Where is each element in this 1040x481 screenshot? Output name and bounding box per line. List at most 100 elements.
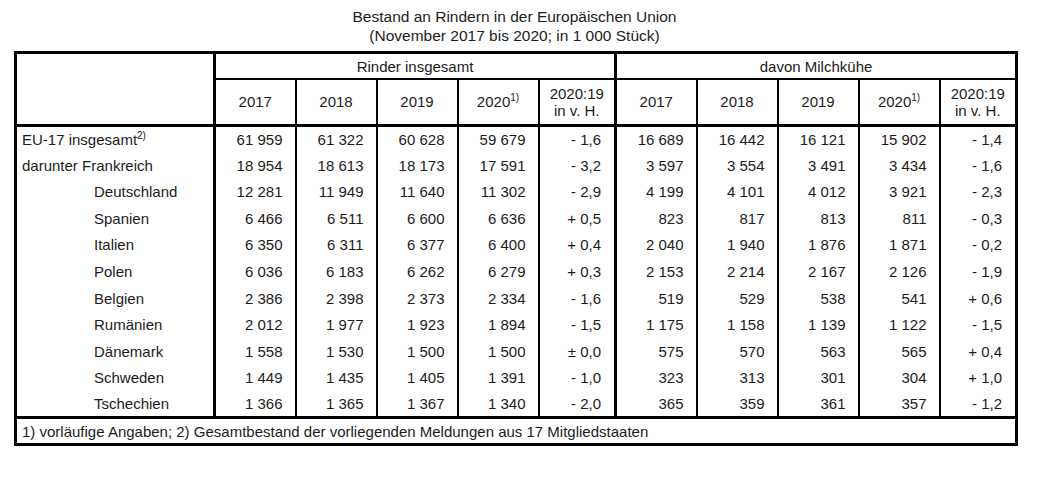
year-header-rinder-2017: 2017	[215, 79, 296, 125]
milch-ratio-cell: + 0,4	[940, 338, 1017, 365]
milch-2017-cell: 1 175	[616, 311, 697, 338]
rinder-2017-cell: 2 386	[215, 285, 296, 312]
rinder-2017-cell: 6 350	[215, 232, 296, 259]
milch-2019-cell: 1 139	[778, 311, 859, 338]
milch-2020-cell: 3 921	[859, 179, 940, 206]
milch-2017-cell: 323	[616, 365, 697, 392]
year-header-rinder-2020: 20201)	[458, 79, 539, 125]
milch-2019-cell: 2 167	[778, 258, 859, 285]
row-label-cell: Schweden	[16, 365, 215, 392]
milch-ratio-cell: - 2,3	[940, 179, 1017, 206]
row-label: Belgien	[94, 290, 144, 307]
milch-2018-cell: 529	[697, 285, 778, 312]
rinder-ratio-cell: - 3,2	[539, 152, 616, 179]
rinder-2020-cell: 6 636	[458, 205, 539, 232]
milch-2018-cell: 4 101	[697, 179, 778, 206]
milch-ratio-cell: + 1,0	[940, 365, 1017, 392]
milch-2019-cell: 16 121	[778, 125, 859, 152]
milch-2018-cell: 570	[697, 338, 778, 365]
milch-ratio-cell: - 1,6	[940, 152, 1017, 179]
milch-ratio-cell: - 1,5	[940, 311, 1017, 338]
row-label: Tschechien	[94, 395, 169, 412]
rinder-ratio-cell: - 2,0	[539, 391, 616, 418]
milch-2017-cell: 16 689	[616, 125, 697, 152]
rinder-2020-cell: 1 500	[458, 338, 539, 365]
milch-2020-cell: 15 902	[859, 125, 940, 152]
milch-2017-cell: 2 153	[616, 258, 697, 285]
rinder-2020-cell: 6 400	[458, 232, 539, 259]
page-subtitle: (November 2017 bis 2020; in 1 000 Stück)	[14, 27, 1015, 46]
group-header-milch: davon Milchkühe	[616, 52, 1017, 79]
milch-ratio-cell: + 0,6	[940, 285, 1017, 312]
milch-2020-cell: 3 434	[859, 152, 940, 179]
milch-2019-cell: 361	[778, 391, 859, 418]
cattle-stock-table: Rinder insgesamt davon Milchkühe 2017 20…	[14, 51, 1018, 447]
row-label: Dänemark	[94, 343, 163, 360]
row-label: Italien	[94, 236, 134, 253]
rinder-2019-cell: 60 628	[377, 125, 458, 152]
row-label: Rumänien	[94, 316, 162, 333]
milch-2018-cell: 313	[697, 365, 778, 392]
rinder-ratio-cell: + 0,4	[539, 232, 616, 259]
rinder-2017-cell: 2 012	[215, 311, 296, 338]
rinder-ratio-cell: + 0,5	[539, 205, 616, 232]
milch-2020-cell: 1 122	[859, 311, 940, 338]
rinder-ratio-cell: - 1,6	[539, 125, 616, 152]
table-row: Rumänien 2 012 1 977 1 923 1 894 - 1,5 1…	[16, 311, 1017, 338]
milch-2020-cell: 565	[859, 338, 940, 365]
rinder-2018-cell: 6 511	[296, 205, 377, 232]
year-header-rinder-2018: 2018	[296, 79, 377, 125]
rinder-ratio-cell: ± 0,0	[539, 338, 616, 365]
row-label-cell: Belgien	[16, 285, 215, 312]
row-label: Deutschland	[94, 183, 177, 200]
ratio-header-rinder: 2020:19in v. H.	[539, 79, 616, 125]
year-header-milch-2020: 20201)	[859, 79, 940, 125]
rinder-2020-cell: 1 894	[458, 311, 539, 338]
rinder-2018-cell: 18 613	[296, 152, 377, 179]
rinder-2019-cell: 6 262	[377, 258, 458, 285]
rinder-2019-cell: 11 640	[377, 179, 458, 206]
year-header-milch-2018: 2018	[697, 79, 778, 125]
row-label: Schweden	[94, 369, 164, 386]
rinder-2017-cell: 6 466	[215, 205, 296, 232]
row-label-cell: darunter Frankreich	[16, 152, 215, 179]
row-label-cell: Spanien	[16, 205, 215, 232]
milch-2017-cell: 519	[616, 285, 697, 312]
rinder-2017-cell: 1 558	[215, 338, 296, 365]
milch-ratio-cell: - 1,9	[940, 258, 1017, 285]
milch-2018-cell: 1 158	[697, 311, 778, 338]
rinder-ratio-cell: - 1,5	[539, 311, 616, 338]
rinder-2020-cell: 59 679	[458, 125, 539, 152]
table-row: Italien 6 350 6 311 6 377 6 400 + 0,4 2 …	[16, 232, 1017, 259]
milch-2017-cell: 823	[616, 205, 697, 232]
title-block: Bestand an Rindern in der Europäischen U…	[14, 0, 1015, 46]
table-row: darunter Frankreich 18 954 18 613 18 173…	[16, 152, 1017, 179]
rinder-2017-cell: 6 036	[215, 258, 296, 285]
rinder-ratio-cell: - 1,6	[539, 285, 616, 312]
rinder-2019-cell: 18 173	[377, 152, 458, 179]
rinder-ratio-cell: + 0,3	[539, 258, 616, 285]
milch-ratio-cell: - 0,2	[940, 232, 1017, 259]
rinder-2018-cell: 1 435	[296, 365, 377, 392]
row-label-cell: EU-17 insgesamt2)	[16, 125, 215, 152]
milch-2020-cell: 1 871	[859, 232, 940, 259]
year-header-milch-2019: 2019	[778, 79, 859, 125]
row-label: darunter Frankreich	[22, 157, 153, 174]
year-header-rinder-2019: 2019	[377, 79, 458, 125]
row-label-cell: Tschechien	[16, 391, 215, 418]
table-row: EU-17 insgesamt2) 61 959 61 322 60 628 5…	[16, 125, 1017, 152]
rinder-2017-cell: 18 954	[215, 152, 296, 179]
milch-2018-cell: 2 214	[697, 258, 778, 285]
rinder-2018-cell: 11 949	[296, 179, 377, 206]
row-label-cell: Dänemark	[16, 338, 215, 365]
milch-2019-cell: 813	[778, 205, 859, 232]
rinder-2019-cell: 6 377	[377, 232, 458, 259]
milch-2020-cell: 304	[859, 365, 940, 392]
rinder-2019-cell: 6 600	[377, 205, 458, 232]
table-row: Belgien 2 386 2 398 2 373 2 334 - 1,6 51…	[16, 285, 1017, 312]
milch-2017-cell: 4 199	[616, 179, 697, 206]
milch-2020-cell: 811	[859, 205, 940, 232]
rinder-2018-cell: 6 311	[296, 232, 377, 259]
rinder-2018-cell: 6 183	[296, 258, 377, 285]
row-label-cell: Italien	[16, 232, 215, 259]
